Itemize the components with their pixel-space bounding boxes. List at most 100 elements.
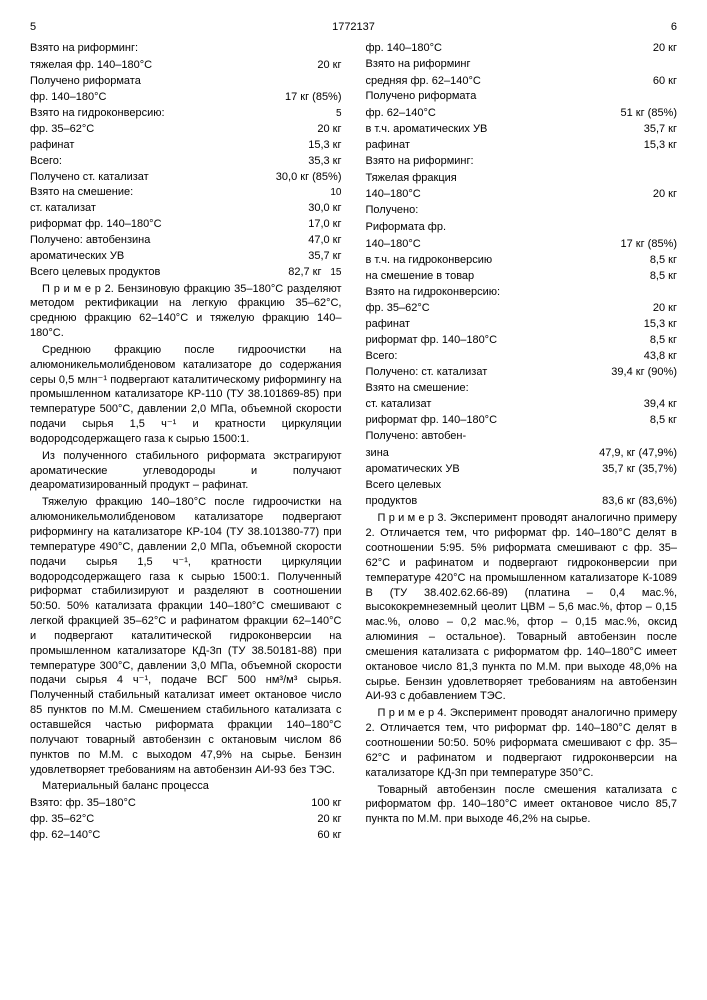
text-line: Всего целевых bbox=[366, 478, 678, 493]
row-value: 20 кг bbox=[653, 301, 677, 316]
row-label: тяжелая фр. 140–180°С bbox=[30, 58, 317, 73]
row-label: средняя фр. 62–140°С bbox=[366, 74, 653, 89]
row-value: 20 кг bbox=[317, 812, 341, 827]
data-row: тяжелая фр. 140–180°С20 кг bbox=[30, 58, 342, 73]
text-line: Получено: автобен- bbox=[366, 429, 678, 444]
data-row: продуктов83,6 кг (83,6%) bbox=[366, 494, 678, 509]
text-line: Взято на риформинг: bbox=[30, 41, 342, 56]
text-line: Взято на смешение: bbox=[366, 381, 678, 396]
text-line: Взято на смешение: bbox=[30, 185, 322, 200]
text-line: Взято на риформинг bbox=[366, 57, 678, 72]
text-line: Получено риформата bbox=[30, 74, 342, 89]
data-row: фр. 62–140°С51 кг (85%) bbox=[366, 106, 678, 121]
paragraph: Из полученного стабильного риформата экс… bbox=[30, 449, 342, 494]
line-number: 15 bbox=[328, 266, 342, 280]
data-row: 140–180°С17 кг (85%) bbox=[366, 237, 678, 252]
row-label: риформат фр. 140–180°С bbox=[366, 333, 650, 348]
row-value: 39,4 кг (90%) bbox=[611, 365, 677, 380]
row-value: 8,5 кг bbox=[650, 253, 677, 268]
row-value: 47,0 кг bbox=[308, 233, 341, 248]
data-row: рафинат15,3 кг bbox=[366, 317, 678, 332]
row-label: фр. 35–62°С bbox=[30, 812, 317, 827]
row-value: 15,3 кг bbox=[644, 138, 677, 153]
c1-block: Взято на риформинг: тяжелая фр. 140–180°… bbox=[30, 41, 342, 280]
text-line: Риформата фр. bbox=[366, 220, 678, 235]
row-value: 51 кг (85%) bbox=[620, 106, 677, 121]
patent-number: 1772137 bbox=[247, 20, 461, 35]
row-value: 20 кг bbox=[653, 187, 677, 202]
data-row: средняя фр. 62–140°С60 кг bbox=[366, 74, 678, 89]
row-value: 17 кг (85%) bbox=[285, 90, 342, 105]
row-label: ароматических УВ bbox=[30, 249, 308, 264]
row-label: фр. 140–180°С bbox=[366, 41, 653, 56]
data-row: ароматических УВ35,7 кг bbox=[30, 249, 342, 264]
data-row: риформат фр. 140–180°С17,0 кг bbox=[30, 217, 342, 232]
data-row: Получено ст. катализат30,0 кг (85%) bbox=[30, 170, 342, 185]
paragraph: П р и м е р 3. Эксперимент проводят анал… bbox=[366, 511, 678, 704]
row-value: 20 кг bbox=[317, 58, 341, 73]
data-row: риформат фр. 140–180°С8,5 кг bbox=[366, 413, 678, 428]
text-line: Взято на риформинг: bbox=[366, 154, 678, 169]
row-value: 35,7 кг (35,7%) bbox=[602, 462, 677, 477]
row-value: 83,6 кг (83,6%) bbox=[602, 494, 677, 509]
row-label: риформат фр. 140–180°С bbox=[30, 217, 308, 232]
data-row: Получено: автобензина47,0 кг bbox=[30, 233, 342, 248]
data-row: фр. 140–180°С20 кг bbox=[366, 41, 678, 56]
row-label: риформат фр. 140–180°С bbox=[366, 413, 650, 428]
data-row: риформат фр. 140–180°С8,5 кг bbox=[366, 333, 678, 348]
row-label: Всего: bbox=[366, 349, 644, 364]
paragraph: П р и м е р 2. Бензиновую фракцию 35–180… bbox=[30, 282, 342, 341]
row-value: 8,5 кг bbox=[650, 333, 677, 348]
row-label: в т.ч. ароматических УВ bbox=[366, 122, 644, 137]
page-num-left: 5 bbox=[30, 20, 244, 35]
data-row: зина47,9, кг (47,9%) bbox=[366, 446, 678, 461]
row-value: 17,0 кг bbox=[308, 217, 341, 232]
row-value: 60 кг bbox=[653, 74, 677, 89]
paragraph: П р и м е р 4. Эксперимент проводят анал… bbox=[366, 706, 678, 780]
data-row: фр. 35–62°С20 кг bbox=[30, 122, 342, 137]
data-row: фр. 35–62°С20 кг bbox=[366, 301, 678, 316]
page-num-right: 6 bbox=[464, 20, 678, 35]
row-value: 35,3 кг bbox=[308, 154, 341, 169]
row-value: 100 кг bbox=[311, 796, 341, 811]
row-value: 43,8 кг bbox=[644, 349, 677, 364]
row-label: рафинат bbox=[366, 138, 644, 153]
row-label: Получено ст. катализат bbox=[30, 170, 276, 185]
row-label: продуктов bbox=[366, 494, 603, 509]
row-value: 8,5 кг bbox=[650, 413, 677, 428]
row-label: ароматических УВ bbox=[366, 462, 603, 477]
row-value: 35,7 кг bbox=[644, 122, 677, 137]
row-label: ст. катализат bbox=[366, 397, 644, 412]
row-label: фр. 140–180°С bbox=[30, 90, 285, 105]
row-label: ст. катализат bbox=[30, 201, 308, 216]
data-row: Взято: фр. 35–180°С100 кг bbox=[30, 796, 342, 811]
paragraph: Товарный автобензин после смешения катал… bbox=[366, 783, 678, 828]
data-row: Получено: ст. катализат39,4 кг (90%) bbox=[366, 365, 678, 380]
row-value: 15,3 кг bbox=[308, 138, 341, 153]
row-value: 15,3 кг bbox=[644, 317, 677, 332]
row-label: 140–180°С bbox=[366, 187, 653, 202]
row-label: Всего целевых продуктов bbox=[30, 265, 288, 280]
data-row: Всего:35,3 кг bbox=[30, 154, 342, 169]
data-row: Всего:43,8 кг bbox=[366, 349, 678, 364]
data-row: в т.ч. на гидроконверсию8,5 кг bbox=[366, 253, 678, 268]
content-columns: Взято на риформинг: тяжелая фр. 140–180°… bbox=[30, 41, 677, 843]
data-row: Всего целевых продуктов82,7 кг15 bbox=[30, 265, 342, 280]
row-label: на смешение в товар bbox=[366, 269, 650, 284]
text-line: Тяжелая фракция bbox=[366, 171, 678, 186]
row-label: Взято: фр. 35–180°С bbox=[30, 796, 311, 811]
data-row: рафинат15,3 кг bbox=[30, 138, 342, 153]
data-row: фр. 140–180°С17 кг (85%) bbox=[30, 90, 342, 105]
data-row: фр. 35–62°С20 кг bbox=[30, 812, 342, 827]
row-label: фр. 35–62°С bbox=[30, 122, 317, 137]
text-line: Получено риформата bbox=[366, 89, 678, 104]
row-value: 20 кг bbox=[653, 41, 677, 56]
paragraph: Материальный баланс процесса bbox=[30, 779, 342, 794]
row-label: Получено: ст. катализат bbox=[366, 365, 612, 380]
row-label: рафинат bbox=[30, 138, 308, 153]
data-row: фр. 62–140°С60 кг bbox=[30, 828, 342, 843]
row-label: фр. 62–140°С bbox=[366, 106, 621, 121]
paragraph: Среднюю фракцию после гидроочистки на ал… bbox=[30, 343, 342, 447]
row-label: рафинат bbox=[366, 317, 644, 332]
row-value: 47,9, кг (47,9%) bbox=[599, 446, 677, 461]
